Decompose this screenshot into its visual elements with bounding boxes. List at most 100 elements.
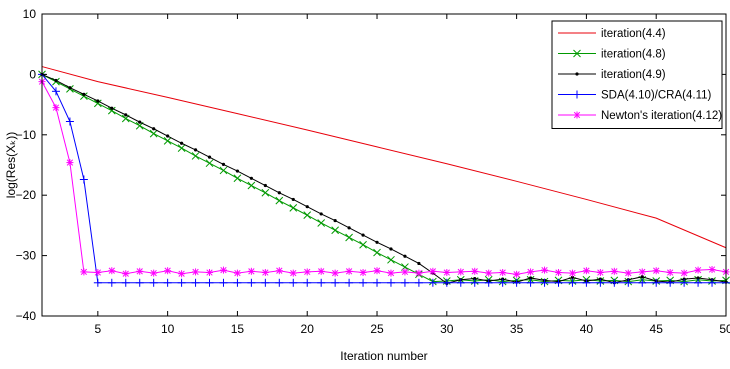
y-tick-label: 10: [23, 7, 37, 21]
data-point: [261, 279, 269, 287]
x-tick-label: 25: [370, 322, 384, 336]
data-point: [360, 269, 367, 276]
x-tick-label: 45: [650, 322, 664, 336]
data-point: [264, 184, 267, 187]
data-point: [80, 268, 87, 275]
data-point: [219, 279, 227, 287]
data-point: [247, 279, 255, 287]
data-point: [331, 279, 339, 287]
data-point: [303, 279, 311, 287]
data-point: [403, 255, 406, 258]
data-point: [292, 198, 295, 201]
data-point: [541, 267, 548, 274]
data-point: [80, 175, 88, 183]
data-point: [122, 270, 129, 277]
data-point: [276, 197, 283, 204]
data-point: [66, 118, 74, 126]
data-point: [666, 279, 674, 287]
data-point: [52, 104, 59, 111]
legend-label: iteration(4.8): [601, 49, 666, 61]
data-point: [387, 270, 394, 277]
y-tick-label: −30: [16, 249, 37, 263]
data-point: [641, 275, 644, 278]
data-point: [554, 279, 562, 287]
data-point: [96, 99, 99, 102]
x-tick-label: 35: [510, 322, 524, 336]
x-tick-label: 50: [719, 322, 730, 336]
x-tick-label: 20: [301, 322, 315, 336]
data-point: [443, 279, 451, 287]
x-tick-label: 5: [94, 322, 101, 336]
data-point: [306, 205, 309, 208]
data-point: [375, 241, 378, 244]
data-point: [387, 279, 395, 287]
data-point: [234, 270, 241, 277]
data-point: [262, 269, 269, 276]
data-point: [192, 268, 199, 275]
legend-label: iteration(4.9): [601, 69, 666, 81]
data-point: [122, 279, 130, 287]
data-point: [178, 270, 185, 277]
data-point: [68, 86, 71, 89]
data-point: [206, 279, 214, 287]
data-point: [192, 152, 199, 159]
data-point: [164, 267, 171, 274]
data-point: [136, 279, 144, 287]
data-point: [345, 279, 353, 287]
data-point: [222, 163, 225, 166]
data-point: [471, 279, 479, 287]
data-point: [194, 148, 197, 151]
data-point: [695, 267, 702, 274]
data-point: [150, 279, 158, 287]
data-point: [124, 113, 127, 116]
data-point: [415, 270, 422, 277]
data-point: [332, 270, 339, 277]
legend-label: Newton's iteration(4.12): [601, 110, 722, 122]
data-point: [583, 267, 590, 274]
data-point: [360, 241, 367, 248]
data-point: [262, 189, 269, 196]
y-tick-label: −10: [16, 128, 37, 142]
data-point: [110, 107, 113, 110]
data-point: [220, 267, 227, 274]
data-point: [108, 279, 116, 287]
data-point: [485, 270, 492, 277]
data-point: [653, 267, 660, 274]
data-point: [346, 268, 353, 275]
data-point: [575, 72, 578, 75]
data-point: [275, 279, 283, 287]
data-point: [625, 270, 632, 277]
x-tick-label: 10: [161, 322, 175, 336]
data-point: [681, 270, 688, 277]
data-point: [304, 212, 311, 219]
y-axis-label: log(Res(Xₖ)): [4, 132, 18, 198]
data-point: [289, 279, 297, 287]
data-point: [234, 175, 241, 182]
data-point: [290, 204, 297, 211]
data-point: [66, 159, 73, 166]
data-point: [401, 268, 408, 275]
data-point: [569, 270, 576, 277]
data-point: [166, 134, 169, 137]
data-point: [387, 256, 394, 263]
data-point: [415, 279, 423, 287]
data-point: [348, 226, 351, 229]
data-point: [709, 266, 716, 273]
data-point: [108, 267, 115, 274]
data-point: [276, 267, 283, 274]
x-axis-label: Iteration number: [340, 349, 427, 363]
data-point: [359, 279, 367, 287]
data-point: [248, 268, 255, 275]
legend: iteration(4.4) iteration(4.8) iteration(4.…: [552, 21, 722, 129]
data-point: [374, 249, 381, 256]
data-point: [180, 142, 183, 145]
data-point: [417, 262, 420, 265]
data-point: [513, 271, 520, 278]
data-point: [208, 156, 211, 159]
data-point: [374, 267, 381, 274]
data-point: [471, 268, 478, 275]
data-point: [373, 279, 381, 287]
data-point: [361, 233, 364, 236]
data-point: [610, 279, 618, 287]
